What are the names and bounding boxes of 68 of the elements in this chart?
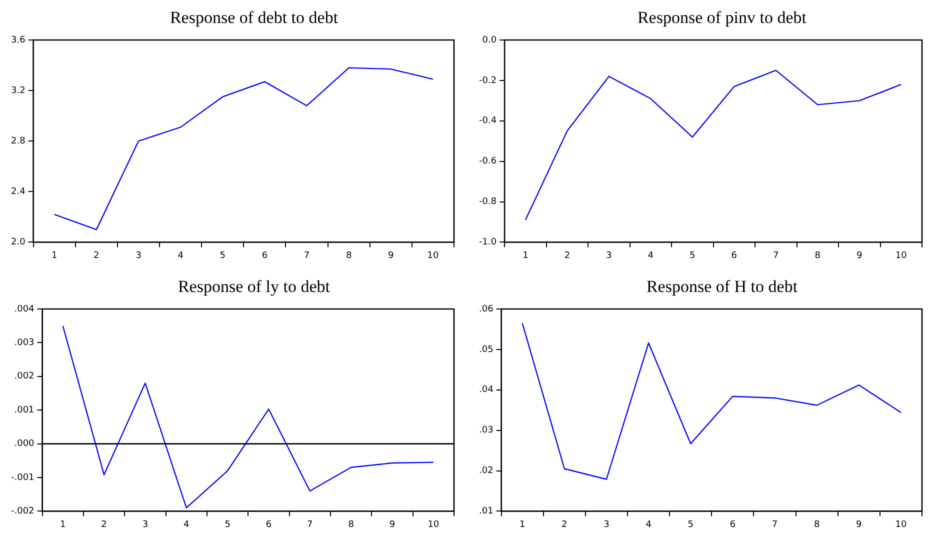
x-tick-label: 10 (427, 250, 439, 261)
x-tick-label: 9 (856, 520, 862, 530)
x-tick-label: 3 (606, 250, 612, 261)
x-tick-label: 4 (648, 250, 654, 261)
x-tick-label: 5 (688, 520, 694, 530)
x-tick-label: 2 (101, 520, 107, 530)
x-tick-label: 4 (646, 520, 652, 530)
x-tick-label: 8 (814, 250, 821, 261)
y-tick-label: -0.6 (479, 156, 497, 167)
x-tick-label: 1 (519, 520, 526, 530)
y-tick-label: .003 (14, 338, 34, 348)
x-tick-label: 6 (262, 250, 268, 261)
x-tick-label: 2 (562, 520, 568, 530)
x-tick-label: 7 (772, 520, 778, 530)
y-tick-label: -0.4 (479, 116, 497, 126)
x-tick-label: 9 (388, 250, 394, 261)
y-tick-label: .06 (478, 304, 494, 314)
y-tick-label: 2.8 (10, 136, 26, 146)
chart-title: Response of pinv to debt (636, 8, 808, 28)
y-tick-label: .002 (14, 372, 34, 382)
x-tick-label: 3 (142, 520, 148, 530)
x-tick-label: 7 (773, 250, 779, 261)
y-tick-label: 2.0 (10, 238, 26, 248)
x-tick-label: 10 (428, 520, 440, 530)
x-tick-label: 6 (731, 250, 738, 261)
x-tick-label: 5 (220, 250, 226, 261)
x-tick-label: 5 (690, 250, 696, 261)
x-tick-label: 5 (224, 520, 230, 530)
y-tick-label: .05 (478, 344, 494, 355)
y-tick-label: .02 (478, 466, 494, 476)
y-tick-label: -0.2 (479, 76, 497, 86)
y-tick-label: .000 (14, 439, 35, 450)
x-tick-label: 4 (184, 520, 190, 530)
x-tick-label: 9 (389, 520, 396, 530)
x-tick-label: 4 (178, 250, 184, 261)
x-tick-label: 7 (307, 520, 313, 530)
x-tick-label: 7 (304, 250, 310, 261)
x-tick-label: 6 (266, 520, 272, 530)
y-tick-label: .004 (14, 304, 35, 314)
y-tick-label: -1.0 (479, 238, 497, 248)
x-tick-label: 6 (730, 520, 736, 530)
y-tick-label: 0.0 (482, 35, 497, 46)
x-tick-label: 3 (136, 250, 142, 261)
x-tick-label: 10 (895, 520, 907, 530)
x-tick-label: 9 (856, 250, 863, 261)
x-tick-label: 1 (51, 250, 58, 261)
x-tick-label: 8 (348, 520, 354, 530)
chart-title: Response of debt to debt (168, 8, 340, 28)
x-tick-label: 10 (895, 250, 908, 261)
x-tick-label: 8 (346, 250, 352, 261)
x-tick-label: 2 (94, 250, 100, 261)
y-tick-label: .03 (478, 426, 494, 436)
chart-title: Response of H to debt (645, 277, 799, 297)
x-tick-label: 3 (604, 520, 610, 530)
y-tick-label: 2.4 (10, 186, 26, 197)
x-tick-label: 8 (814, 520, 820, 530)
y-tick-label: -0.8 (479, 197, 497, 208)
x-tick-label: 1 (522, 250, 528, 261)
y-tick-label: -.002 (10, 506, 34, 517)
x-tick-label: 2 (564, 250, 570, 261)
y-tick-label: 3.2 (10, 86, 26, 96)
y-tick-label: -.001 (10, 472, 34, 483)
y-tick-label: .001 (14, 405, 34, 416)
x-tick-label: 1 (60, 520, 66, 530)
y-tick-label: 3.6 (10, 35, 26, 46)
y-tick-label: .04 (478, 385, 494, 396)
chart-title: Response of ly to debt (176, 277, 332, 297)
y-tick-label: .01 (478, 506, 494, 517)
